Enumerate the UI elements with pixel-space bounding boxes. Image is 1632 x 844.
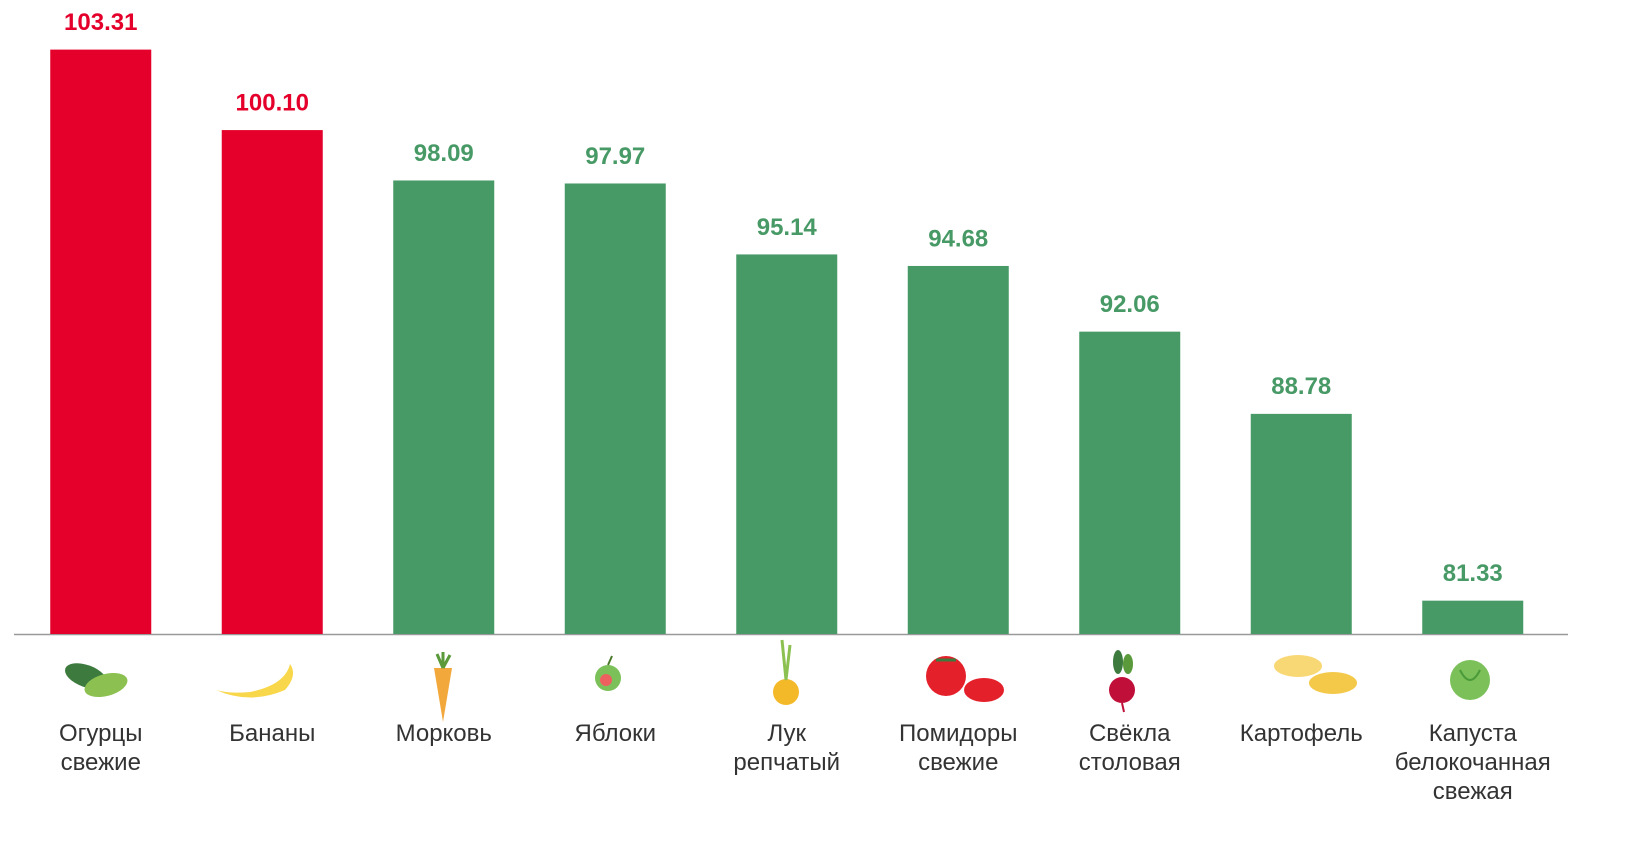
bar bbox=[393, 180, 495, 634]
x-tick-label: Лук репчатый bbox=[733, 720, 840, 776]
bar bbox=[1079, 331, 1181, 634]
value-label: 97.97 bbox=[585, 143, 645, 170]
icon-cabbage bbox=[1450, 660, 1490, 700]
value-label: 88.78 bbox=[1271, 373, 1331, 400]
bar bbox=[907, 265, 1009, 634]
x-tick-label: Яблоки bbox=[574, 720, 656, 747]
bar bbox=[564, 183, 666, 635]
icon-beet bbox=[1109, 650, 1135, 713]
x-tick-label: Свёкла столовая bbox=[1079, 720, 1181, 776]
x-tick-label: Помидоры свежие bbox=[899, 720, 1017, 776]
icon-potato bbox=[1274, 655, 1357, 694]
icons bbox=[64, 639, 1490, 722]
value-label: 103.31 bbox=[64, 9, 137, 36]
x-tick-label: Картофель bbox=[1240, 720, 1363, 747]
x-tick-label: Морковь bbox=[396, 720, 492, 747]
value-label: 94.68 bbox=[928, 225, 988, 252]
bar bbox=[1250, 413, 1352, 634]
icon-tomato bbox=[926, 656, 1004, 702]
bar bbox=[1422, 600, 1524, 634]
icon-apple bbox=[595, 655, 621, 691]
icon-cucumber bbox=[64, 663, 128, 698]
value-label: 95.14 bbox=[757, 214, 818, 241]
value-label: 100.10 bbox=[236, 89, 309, 116]
icon-banana bbox=[216, 664, 294, 698]
x-tick-label: Капуста белокочанная свежая bbox=[1395, 720, 1551, 805]
bar bbox=[736, 254, 838, 634]
x-tick-label: Бананы bbox=[229, 720, 315, 747]
bar bbox=[221, 130, 323, 635]
value-label: 98.09 bbox=[414, 140, 474, 167]
value-label: 92.06 bbox=[1100, 291, 1160, 318]
bar bbox=[50, 49, 152, 634]
icon-carrot bbox=[434, 652, 452, 722]
icon-onion bbox=[773, 639, 799, 705]
x-tick-label: Огурцы свежие bbox=[59, 720, 143, 776]
value-label: 81.33 bbox=[1443, 560, 1503, 587]
